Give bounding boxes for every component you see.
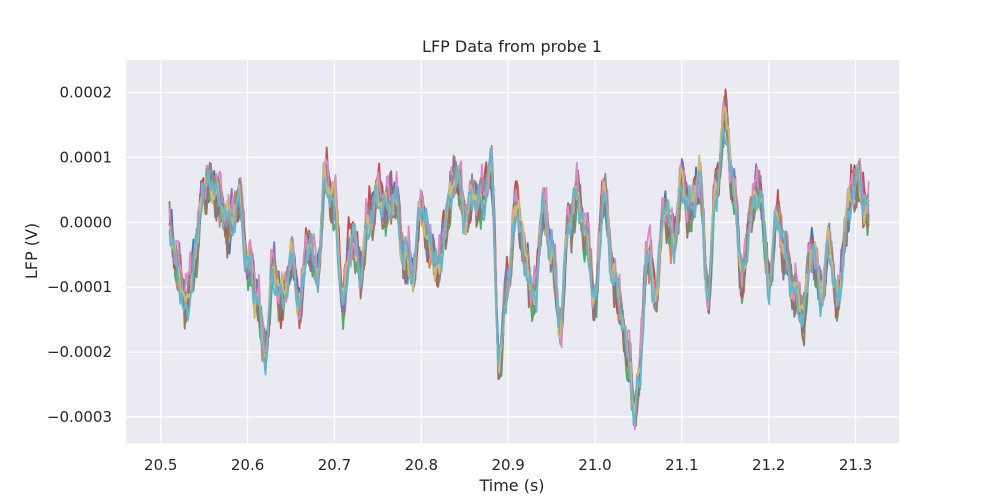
- y-tick-label: −0.0003: [47, 408, 112, 426]
- x-tick-labels: 20.5 20.6 20.7 20.8 20.9 21.0 21.1 21.2 21.3: [144, 456, 872, 474]
- grid-lines: [126, 60, 899, 443]
- x-tick-label: 20.8: [405, 456, 438, 474]
- x-tick-label: 20.5: [144, 456, 177, 474]
- x-tick-label: 21.1: [665, 456, 698, 474]
- x-axis-label: Time (s): [478, 476, 544, 495]
- y-tick-label: 0.0001: [60, 148, 113, 166]
- series-line: [168, 126, 870, 426]
- series-lines: [168, 88, 870, 431]
- y-tick-label: 0.0000: [60, 213, 113, 231]
- x-tick-label: 20.9: [491, 456, 524, 474]
- x-tick-label: 20.7: [318, 456, 351, 474]
- x-tick-label: 20.6: [231, 456, 264, 474]
- y-tick-label: −0.0001: [47, 278, 112, 296]
- chart-title: LFP Data from probe 1: [422, 37, 602, 56]
- x-tick-label: 21.0: [578, 456, 611, 474]
- x-tick-label: 21.3: [839, 456, 872, 474]
- y-tick-labels: 0.0002 0.0001 0.0000 −0.0001 −0.0002 −0.0003: [47, 83, 112, 426]
- y-tick-label: 0.0002: [60, 83, 113, 101]
- x-tick-label: 21.2: [752, 456, 785, 474]
- y-tick-label: −0.0002: [47, 343, 112, 361]
- y-axis-label: LFP (V): [22, 223, 41, 279]
